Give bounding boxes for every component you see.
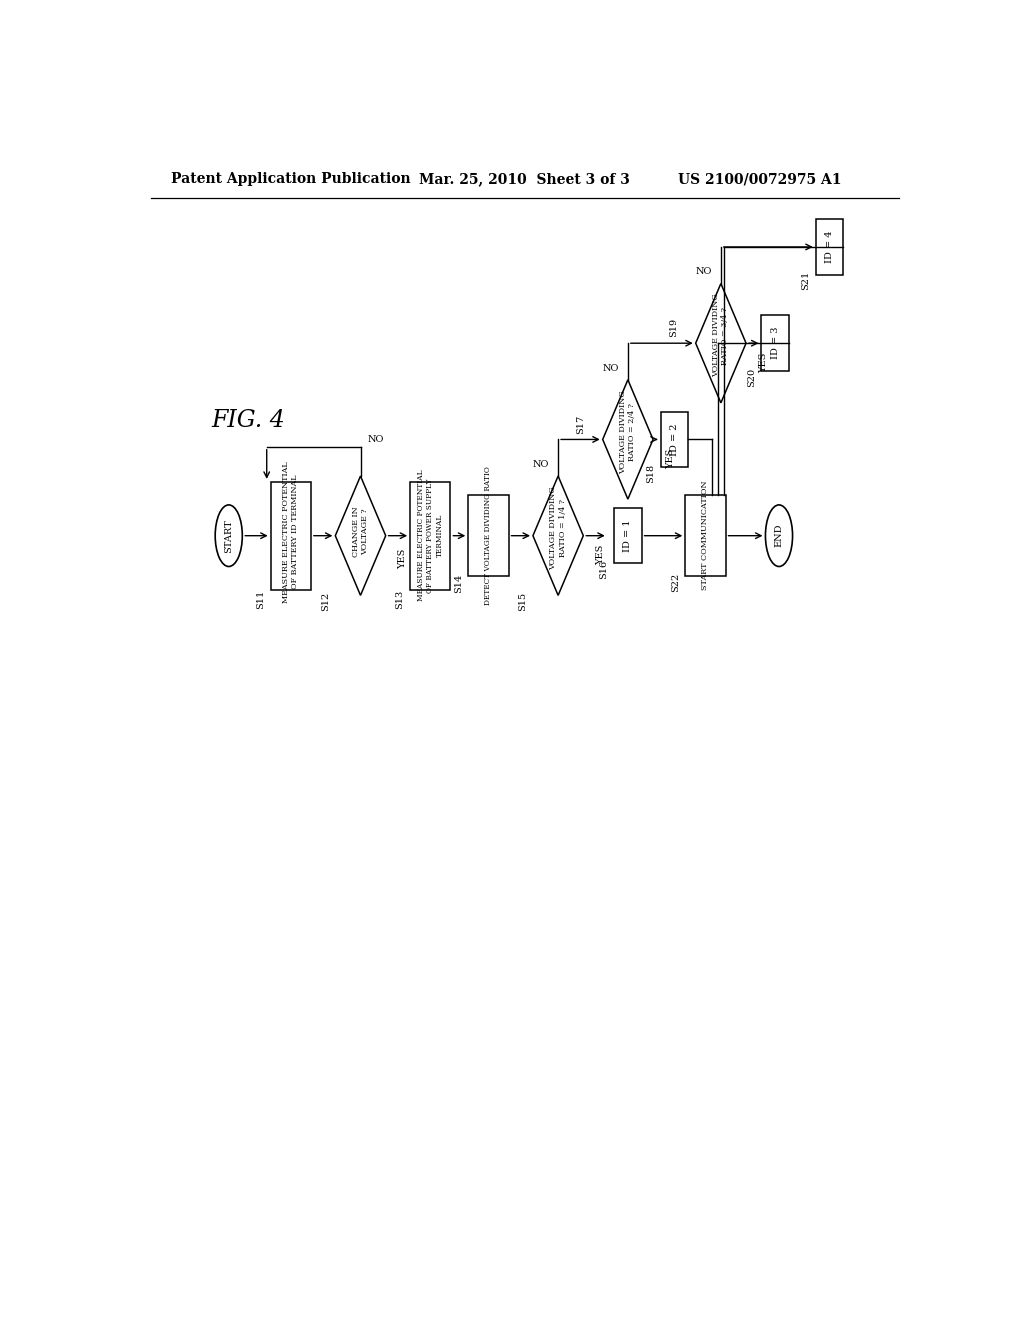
Text: DETECT VOLTAGE DIVIDING RATIO: DETECT VOLTAGE DIVIDING RATIO xyxy=(484,466,493,605)
Text: FIG. 4: FIG. 4 xyxy=(211,409,285,432)
Text: S20: S20 xyxy=(746,367,756,387)
Text: END: END xyxy=(774,524,783,548)
Text: ID = 4: ID = 4 xyxy=(825,231,834,263)
Text: S22: S22 xyxy=(671,573,680,591)
Text: NO: NO xyxy=(695,268,712,276)
Ellipse shape xyxy=(765,506,793,566)
Text: ID = 3: ID = 3 xyxy=(771,327,779,359)
Text: VOLTAGE DIVIDING
RATIO = 1/4 ?: VOLTAGE DIVIDING RATIO = 1/4 ? xyxy=(550,486,566,570)
Text: NO: NO xyxy=(368,436,384,445)
FancyBboxPatch shape xyxy=(762,315,788,371)
Text: ID = 1: ID = 1 xyxy=(624,520,633,552)
Text: NO: NO xyxy=(532,459,549,469)
Text: MEASURE ELECTRIC POTENTIAL
OF BATTERY ID TERMINAL: MEASURE ELECTRIC POTENTIAL OF BATTERY ID… xyxy=(283,461,299,603)
Text: CHANGE IN
VOLTAGE ?: CHANGE IN VOLTAGE ? xyxy=(352,507,369,557)
Text: US 2100/0072975 A1: US 2100/0072975 A1 xyxy=(678,172,842,186)
Text: S21: S21 xyxy=(801,271,810,290)
FancyBboxPatch shape xyxy=(685,495,726,576)
Text: S16: S16 xyxy=(600,560,608,579)
Polygon shape xyxy=(532,477,584,595)
Text: VOLTAGE DIVIDING
RATIO = 2/4 ?: VOLTAGE DIVIDING RATIO = 2/4 ? xyxy=(620,389,637,474)
Text: VOLTAGE DIVIDING
RATIO = 3/4 ?: VOLTAGE DIVIDING RATIO = 3/4 ? xyxy=(713,293,729,378)
Polygon shape xyxy=(603,380,653,499)
Text: Mar. 25, 2010  Sheet 3 of 3: Mar. 25, 2010 Sheet 3 of 3 xyxy=(419,172,630,186)
Text: START: START xyxy=(224,519,233,553)
FancyBboxPatch shape xyxy=(468,495,509,576)
Text: YES: YES xyxy=(398,549,408,569)
Text: Patent Application Publication: Patent Application Publication xyxy=(171,172,411,186)
Text: S14: S14 xyxy=(454,574,463,594)
Text: S19: S19 xyxy=(670,318,679,338)
Text: S12: S12 xyxy=(321,591,330,611)
Text: START COMMUNICATION: START COMMUNICATION xyxy=(701,480,710,590)
Text: YES: YES xyxy=(666,449,675,469)
Text: S18: S18 xyxy=(646,463,655,483)
Text: S11: S11 xyxy=(256,590,265,610)
Text: YES: YES xyxy=(596,545,605,565)
Text: NO: NO xyxy=(603,364,620,372)
FancyBboxPatch shape xyxy=(816,219,843,275)
Polygon shape xyxy=(335,477,386,595)
Ellipse shape xyxy=(215,506,243,566)
Text: ID = 2: ID = 2 xyxy=(670,424,679,455)
Text: S15: S15 xyxy=(518,591,527,611)
Text: YES: YES xyxy=(759,352,768,372)
Text: S13: S13 xyxy=(395,590,404,610)
FancyBboxPatch shape xyxy=(270,482,311,590)
FancyBboxPatch shape xyxy=(660,412,688,467)
Text: MEASURE ELECTRIC POTENTIAL
OF BATTERY POWER SUPPLY
TERMINAL: MEASURE ELECTRIC POTENTIAL OF BATTERY PO… xyxy=(417,470,443,602)
FancyBboxPatch shape xyxy=(614,508,642,564)
Polygon shape xyxy=(695,284,746,403)
Text: S17: S17 xyxy=(577,414,586,434)
FancyBboxPatch shape xyxy=(410,482,451,590)
